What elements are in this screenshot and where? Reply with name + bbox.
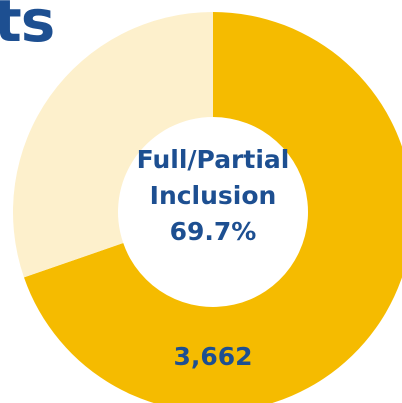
slices-group (12, 12, 402, 403)
donut-slice-1 (23, 12, 402, 403)
center-label-line3: 69.7% (170, 217, 257, 246)
heading-fragment: ts (0, 0, 55, 55)
center-label-line2: Inclusion (150, 181, 277, 210)
center-label-line1: Full/Partial (137, 145, 290, 174)
donut-slice-2 (12, 12, 213, 278)
slice-count-label: 3,662 (173, 342, 252, 371)
